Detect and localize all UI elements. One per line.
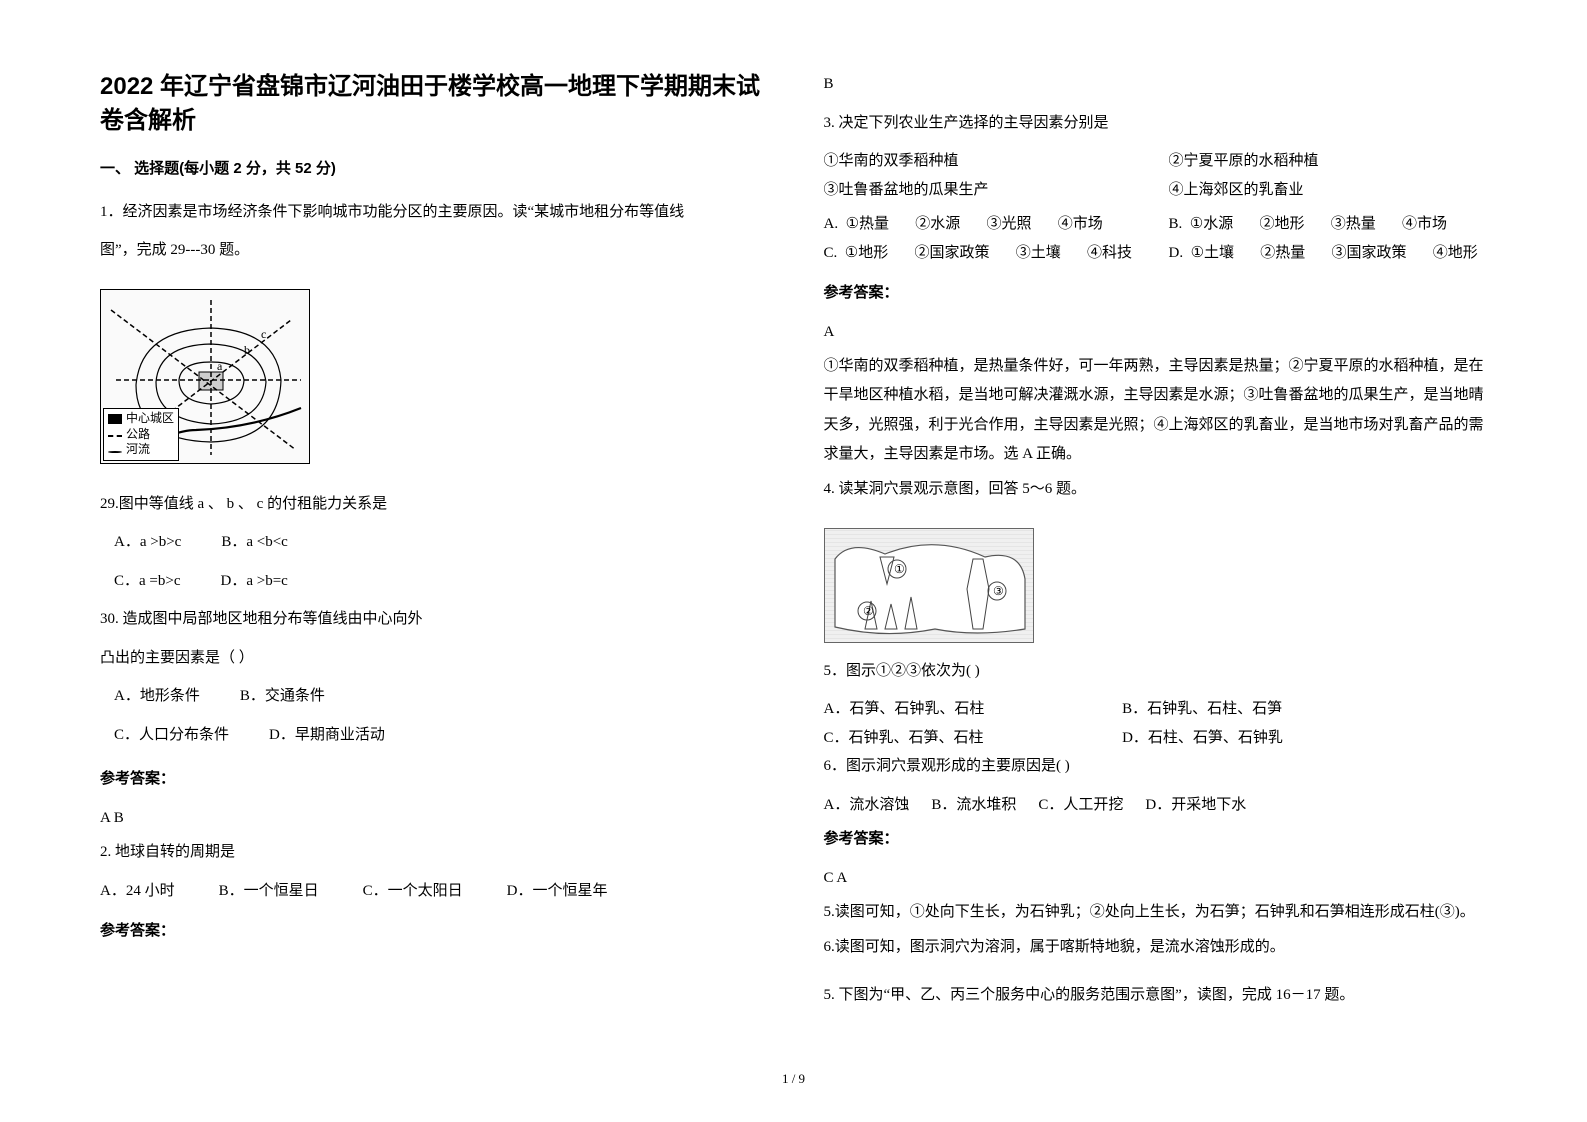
- q2-opt-d: D．一个恒星年: [507, 877, 608, 906]
- q2-opt-b: B．一个恒星日: [219, 877, 319, 906]
- q3-explain: ①华南的双季稻种植，是热量条件好，可一年两熟，主导因素是热量；②宁夏平原的水稻种…: [824, 352, 1488, 469]
- q3-opt-b: B. ①水源 ②地形 ③热量 ④市场: [1169, 210, 1447, 239]
- q4-explain6: 6.读图可知，图示洞穴为溶洞，属于喀斯特地貌，是流水溶蚀形成的。: [824, 933, 1488, 962]
- q4-answer-label: 参考答案：: [824, 825, 1488, 854]
- q3-answer-label: 参考答案：: [824, 279, 1488, 308]
- q5-opt-c: C．石钟乳、石笋、石柱: [824, 724, 1123, 753]
- q6-opt-d: D．开采地下水: [1145, 791, 1246, 820]
- left-column: 2022 年辽宁省盘锦市辽河油田于楼学校高一地理下学期期末试卷含解析 一、 选择…: [100, 70, 764, 1082]
- q3-opt-c: C. ①地形 ②国家政策 ③土壤 ④科技: [824, 239, 1169, 268]
- q2-opt-c: C．一个太阳日: [363, 877, 463, 906]
- q29-opt-a: A．a >b>c: [114, 528, 181, 557]
- q6-opt-a: A．流水溶蚀: [824, 791, 910, 820]
- q29-opt-c: C．a =b>c: [114, 567, 181, 596]
- q30-opt-d: D．早期商业活动: [269, 721, 385, 750]
- q1-figure: a b c 中心城区 公路 河流: [100, 289, 764, 464]
- q5-stem: 5．图示①②③依次为( ): [824, 657, 1488, 686]
- q29-opt-b: B．a <b<c: [221, 528, 288, 557]
- label-a: a: [217, 359, 223, 373]
- q1-answer-label: 参考答案：: [100, 765, 764, 794]
- q30-stem-line1: 30. 造成图中局部地区地租分布等值线由中心向外: [100, 605, 764, 634]
- right-column: B 3. 决定下列农业生产选择的主导因素分别是 ①华南的双季稻种植 ②宁夏平原的…: [824, 70, 1488, 1082]
- q3-item2: ②宁夏平原的水稻种植: [1169, 147, 1319, 176]
- q29-stem: 29.图中等值线 a 、 b 、 c 的付租能力关系是: [100, 490, 764, 519]
- cave-label-2: ②: [863, 604, 874, 618]
- q2-answer: B: [824, 70, 1488, 99]
- q1-stem-line1: 1．经济因素是市场经济条件下影响城市功能分区的主要原因。读“某城市地租分布等值线: [100, 198, 764, 227]
- page-number: 1 / 9: [0, 1067, 1587, 1092]
- cave-svg: ① ② ③: [825, 529, 1035, 644]
- q30-opt-c: C．人口分布条件: [114, 721, 229, 750]
- q29-opt-d: D．a >b=c: [221, 567, 288, 596]
- q5-opt-d: D．石柱、石笋、石钟乳: [1122, 724, 1283, 753]
- q4-answer: C A: [824, 864, 1488, 893]
- map-legend: 中心城区 公路 河流: [103, 408, 179, 461]
- q3-opt-d: D. ①土壤 ②热量 ③国家政策 ④地形: [1169, 239, 1478, 268]
- cave-label-3: ③: [993, 584, 1004, 598]
- q2-answer-label: 参考答案：: [100, 917, 764, 946]
- q4-stem: 4. 读某洞穴景观示意图，回答 5～6 题。: [824, 475, 1488, 504]
- exam-title: 2022 年辽宁省盘锦市辽河油田于楼学校高一地理下学期期末试卷含解析: [100, 70, 764, 137]
- q6-stem: 6．图示洞穴景观形成的主要原因是( ): [824, 752, 1488, 781]
- legend-center: 中心城区: [126, 411, 174, 427]
- q30-stem-line2: 凸出的主要因素是（ ）: [100, 644, 764, 673]
- q3-item3: ③吐鲁番盆地的瓜果生产: [824, 176, 1169, 205]
- q3-item4: ④上海郊区的乳畜业: [1169, 176, 1304, 205]
- q30-opt-b: B．交通条件: [240, 682, 325, 711]
- legend-river: 河流: [126, 442, 150, 458]
- q30-opt-a: A．地形条件: [114, 682, 200, 711]
- q5-opt-a: A．石笋、石钟乳、石柱: [824, 695, 1123, 724]
- label-b: b: [244, 343, 250, 357]
- q5footer-stem: 5. 下图为“甲、乙、丙三个服务中心的服务范围示意图”，读图，完成 16－17 …: [824, 981, 1488, 1010]
- q2-opt-a: A．24 小时: [100, 877, 175, 906]
- q2-stem: 2. 地球自转的周期是: [100, 838, 764, 867]
- legend-road: 公路: [126, 427, 150, 443]
- q3-opt-a: A. ①热量 ②水源 ③光照 ④市场: [824, 210, 1169, 239]
- section-header: 一、 选择题(每小题 2 分，共 52 分): [100, 155, 764, 184]
- q3-stem: 3. 决定下列农业生产选择的主导因素分别是: [824, 109, 1488, 138]
- q1-answer: A B: [100, 804, 764, 833]
- q3-item1: ①华南的双季稻种植: [824, 147, 1169, 176]
- q4-figure: ① ② ③: [824, 528, 1488, 643]
- q5-opt-b: B．石钟乳、石柱、石笋: [1122, 695, 1282, 724]
- label-c: c: [261, 327, 266, 341]
- q6-opt-b: B．流水堆积: [931, 791, 1016, 820]
- q4-explain5: 5.读图可知，①处向下生长，为石钟乳；②处向上生长，为石笋；石钟乳和石笋相连形成…: [824, 898, 1488, 927]
- q6-opt-c: C．人工开挖: [1038, 791, 1123, 820]
- q3-answer: A: [824, 318, 1488, 347]
- q1-stem-line2: 图”，完成 29---30 题。: [100, 236, 764, 265]
- cave-label-1: ①: [894, 562, 905, 576]
